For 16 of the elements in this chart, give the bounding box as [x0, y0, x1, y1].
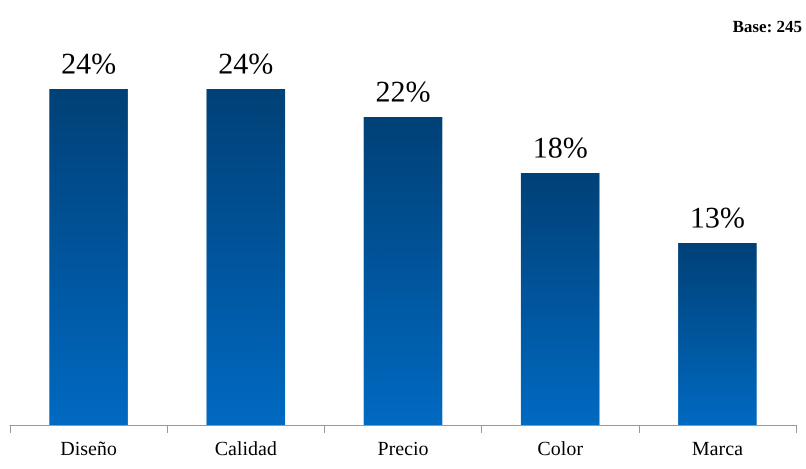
data-label: 24%	[218, 48, 274, 80]
bar	[49, 89, 128, 425]
data-label: 24%	[61, 48, 116, 80]
data-label: 18%	[532, 132, 588, 164]
x-tick-label: Calidad	[214, 438, 277, 460]
x-tick-label: Color	[537, 438, 584, 460]
text: Base: 245	[732, 17, 802, 36]
x-tick-label: Precio	[377, 438, 429, 460]
bar	[520, 173, 600, 425]
data-label: 13%	[690, 202, 745, 234]
x-tick-label: Diseño	[60, 438, 117, 460]
bar	[364, 117, 442, 425]
data-label: 22%	[376, 76, 430, 108]
bar	[206, 89, 286, 425]
bar	[678, 243, 757, 425]
x-tick-label: Marca	[692, 438, 744, 460]
